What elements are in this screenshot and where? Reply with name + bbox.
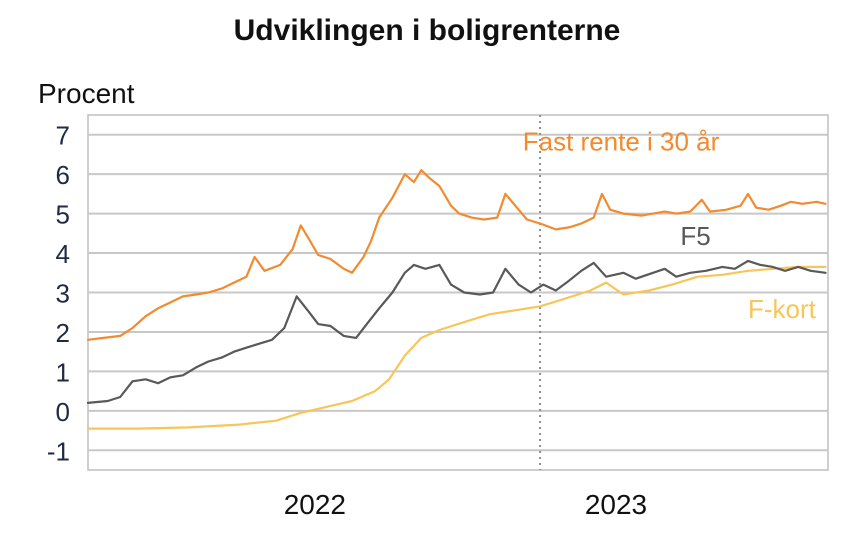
series-label-f5: F5 — [680, 221, 710, 251]
y-tick-label: -1 — [47, 436, 70, 466]
y-tick-label: 3 — [56, 279, 70, 309]
y-axis-unit-label: Procent — [38, 78, 135, 109]
x-tick-label: 2022 — [284, 489, 346, 520]
y-tick-label: 1 — [56, 357, 70, 387]
series-label-f-kort: F-kort — [748, 294, 817, 324]
series-label-fast-rente-i-30-r: Fast rente i 30 år — [523, 127, 720, 157]
series-line-f-kort — [86, 265, 827, 430]
y-tick-label: 2 — [56, 318, 70, 348]
y-tick-label: 5 — [56, 200, 70, 230]
series-line-f5 — [86, 259, 827, 404]
chart-title: Udviklingen i boligrenterne — [233, 14, 621, 47]
series-line-fast-rente-i-30-r — [86, 169, 827, 341]
y-tick-label: 0 — [56, 397, 70, 427]
y-axis-tick-labels: 7 6 5 4 3 2 1 0 -1 — [47, 121, 70, 467]
y-tick-label: 6 — [56, 160, 70, 190]
y-tick-label: 7 — [56, 121, 70, 151]
y-tick-label: 4 — [56, 239, 70, 269]
x-tick-label: 2023 — [585, 489, 647, 520]
x-axis-tick-labels: 2022 2023 — [284, 489, 647, 520]
